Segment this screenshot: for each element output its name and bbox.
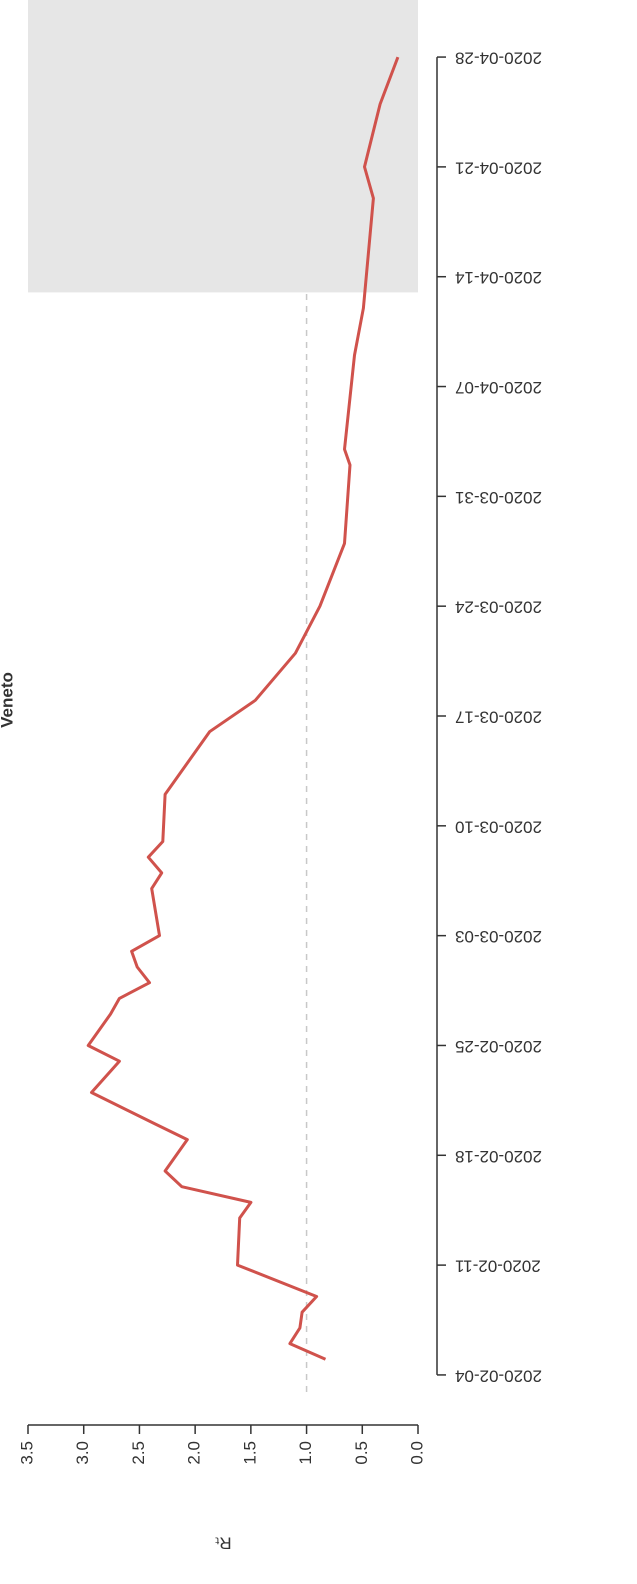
shaded-region [28, 0, 418, 293]
rt-line [86, 56, 400, 1361]
x-tick-label: 2020-03-17 [455, 708, 542, 727]
x-tick-label: 2020-03-24 [455, 598, 542, 617]
y-tick-label: 1.0 [296, 1441, 315, 1465]
y-tick-label: 2.5 [129, 1441, 148, 1465]
rotated-plot: 2020-02-04 2020-02-11 2020-02-18 2020-02-25… [0, 0, 542, 1553]
x-tick-label: 2020-02-04 [455, 1366, 542, 1385]
x-tick-label: 2020-04-21 [455, 158, 542, 177]
x-tick-label: 2020-03-10 [455, 817, 542, 836]
x-tick-label: 2020-04-14 [455, 268, 542, 287]
y-tick-label: 1.5 [240, 1441, 259, 1465]
x-tick-label: 2020-02-11 [455, 1257, 541, 1276]
x-tick-label: 2020-02-18 [455, 1147, 542, 1166]
y-axis-label: Rₜ [214, 1534, 231, 1553]
x-tick-label: 2020-03-03 [455, 927, 542, 946]
y-tick-label: 0.5 [352, 1441, 371, 1465]
y-tick-label: 2.0 [185, 1441, 204, 1465]
chart-title: Veneto [0, 672, 16, 728]
x-tick-label: 2020-04-28 [455, 49, 542, 68]
x-tick-label: 2020-02-25 [455, 1037, 542, 1056]
y-tick-label: 3.5 [17, 1441, 36, 1465]
y-tick-label: 3.0 [73, 1441, 92, 1465]
y-tick-label: 0.0 [407, 1441, 426, 1465]
x-tick-label: 2020-03-31 [455, 488, 542, 507]
x-tick-label: 2020-04-07 [455, 378, 542, 397]
